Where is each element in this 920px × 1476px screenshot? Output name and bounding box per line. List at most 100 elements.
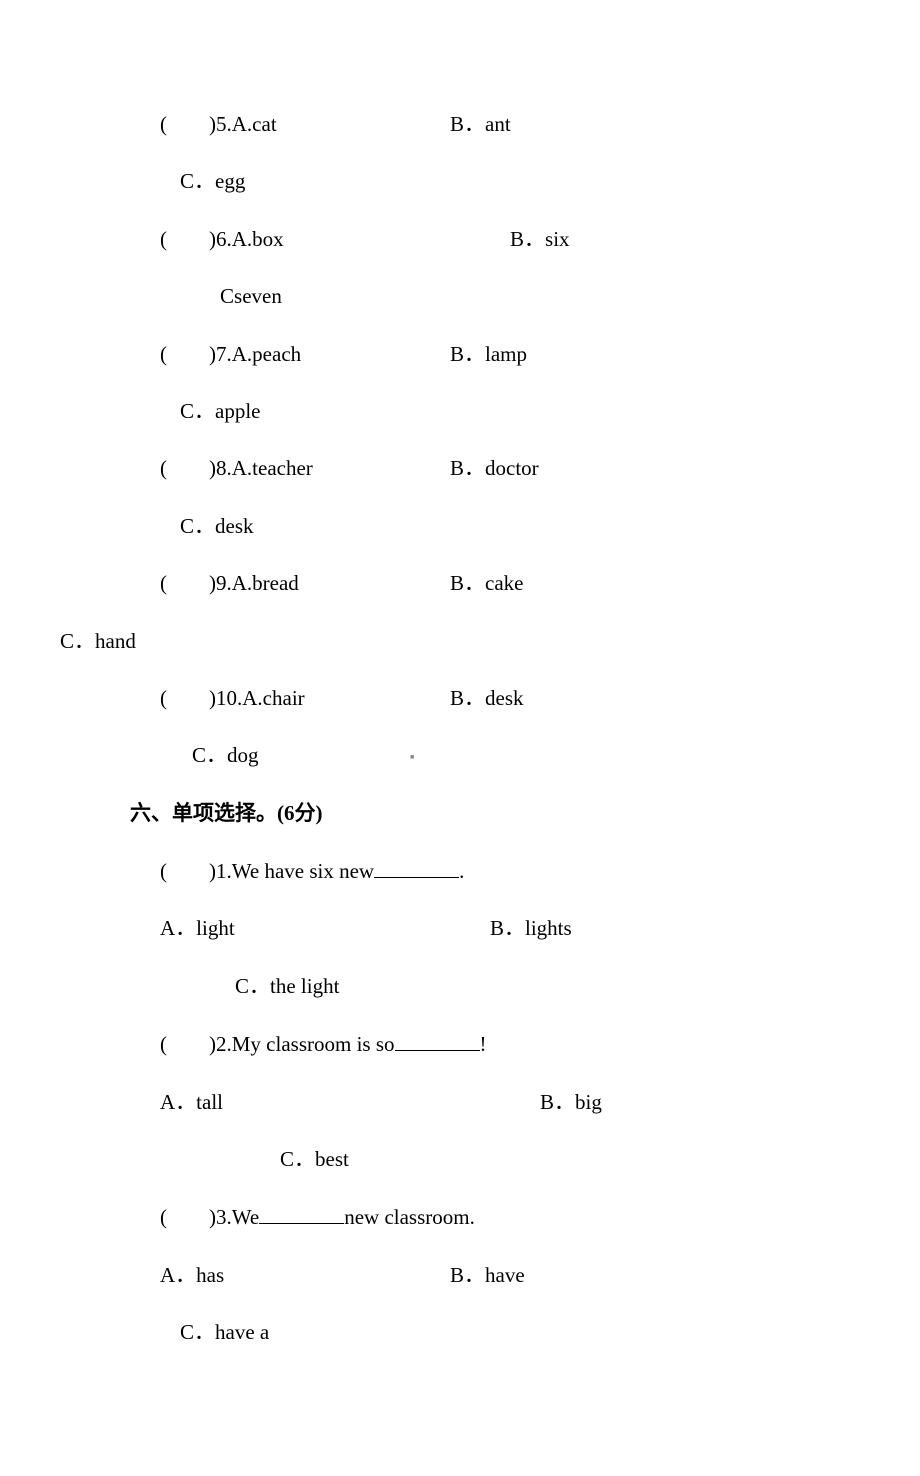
s6-q2-prefix: My classroom is so — [232, 1030, 395, 1059]
q6-b-text: six — [545, 227, 570, 251]
section-six-title: 六、单项选择。(6分) — [130, 799, 820, 828]
q7-col-a: ( )7.A.peach — [160, 340, 450, 369]
q6-a-text: box — [252, 227, 284, 251]
s6-q2-a-text: tall — [196, 1090, 223, 1114]
q10-num-a: 10.A. — [216, 686, 263, 710]
answer-paren[interactable]: ( ) — [160, 571, 216, 595]
q9-a-text: bread — [252, 571, 299, 595]
blank-input[interactable] — [374, 856, 459, 878]
s6-q2-c: C．best — [130, 1145, 820, 1174]
question-7-c: C．apple — [130, 397, 820, 426]
s6-q1-suffix: . — [459, 857, 464, 886]
answer-paren[interactable]: ( ) — [160, 1203, 216, 1232]
s6-q1-c-text: the light — [270, 972, 339, 1001]
answer-paren[interactable]: ( ) — [160, 227, 216, 251]
label-c: C． — [180, 512, 215, 541]
s6-q2-ab: A．tall B．big — [130, 1088, 820, 1117]
label-a: A． — [160, 1263, 196, 1287]
answer-paren[interactable]: ( ) — [160, 857, 216, 886]
question-9-c: C．hand — [60, 627, 820, 656]
s6-q3-b: B．have — [450, 1261, 525, 1290]
s6-q1-num: 1. — [216, 857, 232, 886]
label-c: C． — [180, 167, 215, 196]
s6-q3-ab: A．has B．have — [130, 1261, 820, 1290]
question-5-ab: ( )5.A.cat B．ant — [130, 110, 820, 139]
s6-q1-b: B．lights — [490, 914, 572, 943]
label-c: C． — [180, 397, 215, 426]
q8-num-a: 8.A. — [216, 456, 252, 480]
q9-c-text: hand — [95, 627, 136, 656]
q7-b-text: lamp — [485, 342, 527, 366]
q10-c-text: dog — [227, 741, 259, 770]
question-7-ab: ( )7.A.peach B．lamp — [130, 340, 820, 369]
q8-a-text: teacher — [252, 456, 313, 480]
s6-q1-a-text: light — [196, 916, 235, 940]
s6-q2-b: B．big — [540, 1088, 602, 1117]
section-six-list: ( )1.We have six new. A．light B．lights C… — [130, 856, 820, 1348]
s6-q3-suffix: new classroom. — [344, 1203, 475, 1232]
s6-q1-b-text: lights — [525, 916, 572, 940]
q10-col-a: ( )10.A.chair — [160, 684, 450, 713]
section-five-list: ( )5.A.cat B．ant C．egg ( )6.A.box B．six … — [130, 110, 820, 771]
q7-num-a: 7.A. — [216, 342, 252, 366]
answer-paren[interactable]: ( ) — [160, 686, 216, 710]
label-b: B． — [540, 1090, 575, 1114]
q5-col-a: ( )5.A.cat — [160, 110, 450, 139]
blank-input[interactable] — [259, 1202, 344, 1224]
s6-q2-stem: ( )2.My classroom is so! — [130, 1029, 820, 1059]
page-center-mark: ■ — [410, 753, 414, 763]
q6-col-a: ( )6.A.box — [160, 225, 510, 254]
s6-q3-a: A．has — [160, 1261, 450, 1290]
label-b: B． — [450, 456, 485, 480]
answer-paren[interactable]: ( ) — [160, 112, 216, 136]
question-5-c: C．egg — [130, 167, 820, 196]
q8-c-text: desk — [215, 512, 254, 541]
label-c: C． — [60, 627, 95, 656]
q6-num-a: 6.A. — [216, 227, 252, 251]
q5-num-a: 5.A. — [216, 112, 252, 136]
answer-paren[interactable]: ( ) — [160, 456, 216, 480]
label-b: B． — [450, 686, 485, 710]
q7-a-text: peach — [252, 342, 301, 366]
question-8-ab: ( )8.A.teacher B．doctor — [130, 454, 820, 483]
label-c: C． — [180, 1318, 215, 1347]
q9-b-text: cake — [485, 571, 523, 595]
question-6-c: C seven — [130, 282, 820, 311]
label-b: B． — [450, 112, 485, 136]
s6-q1-prefix: We have six new — [232, 857, 374, 886]
label-c: C． — [192, 741, 227, 770]
q5-col-b: B．ant — [450, 110, 511, 139]
q10-col-b: B．desk — [450, 684, 524, 713]
q5-c-text: egg — [215, 167, 245, 196]
label-c-nodot: C — [220, 282, 234, 311]
s6-q3-c: C．have a — [130, 1318, 820, 1347]
page: ( )5.A.cat B．ant C．egg ( )6.A.box B．six … — [0, 0, 920, 1476]
answer-paren[interactable]: ( ) — [160, 342, 216, 366]
q8-b-text: doctor — [485, 456, 539, 480]
answer-paren[interactable]: ( ) — [160, 1030, 216, 1059]
q9-col-b: B．cake — [450, 569, 523, 598]
q6-c-text: seven — [234, 282, 282, 311]
label-b: B． — [490, 916, 525, 940]
s6-q3-b-text: have — [485, 1263, 525, 1287]
q8-col-a: ( )8.A.teacher — [160, 454, 450, 483]
s6-q1-a: A．light — [160, 914, 490, 943]
s6-q1-stem: ( )1.We have six new. — [130, 856, 820, 886]
s6-q3-num: 3. — [216, 1203, 232, 1232]
q5-b-text: ant — [485, 112, 511, 136]
question-9-ab: ( )9.A.bread B．cake — [130, 569, 820, 598]
s6-q3-stem: ( )3.We new classroom. — [130, 1202, 820, 1232]
q5-a-text: cat — [252, 112, 276, 136]
blank-input[interactable] — [395, 1029, 480, 1051]
label-a: A． — [160, 916, 196, 940]
s6-q3-c-text: have a — [215, 1318, 269, 1347]
s6-q2-suffix: ! — [480, 1030, 487, 1059]
s6-q3-a-text: has — [196, 1263, 224, 1287]
label-a: A． — [160, 1090, 196, 1114]
s6-q1-c: C．the light — [130, 972, 820, 1001]
s6-q2-b-text: big — [575, 1090, 602, 1114]
s6-q1-ab: A．light B．lights — [130, 914, 820, 943]
q9-col-a: ( )9.A.bread — [160, 569, 450, 598]
q9-num-a: 9.A. — [216, 571, 252, 595]
label-b: B． — [450, 342, 485, 366]
